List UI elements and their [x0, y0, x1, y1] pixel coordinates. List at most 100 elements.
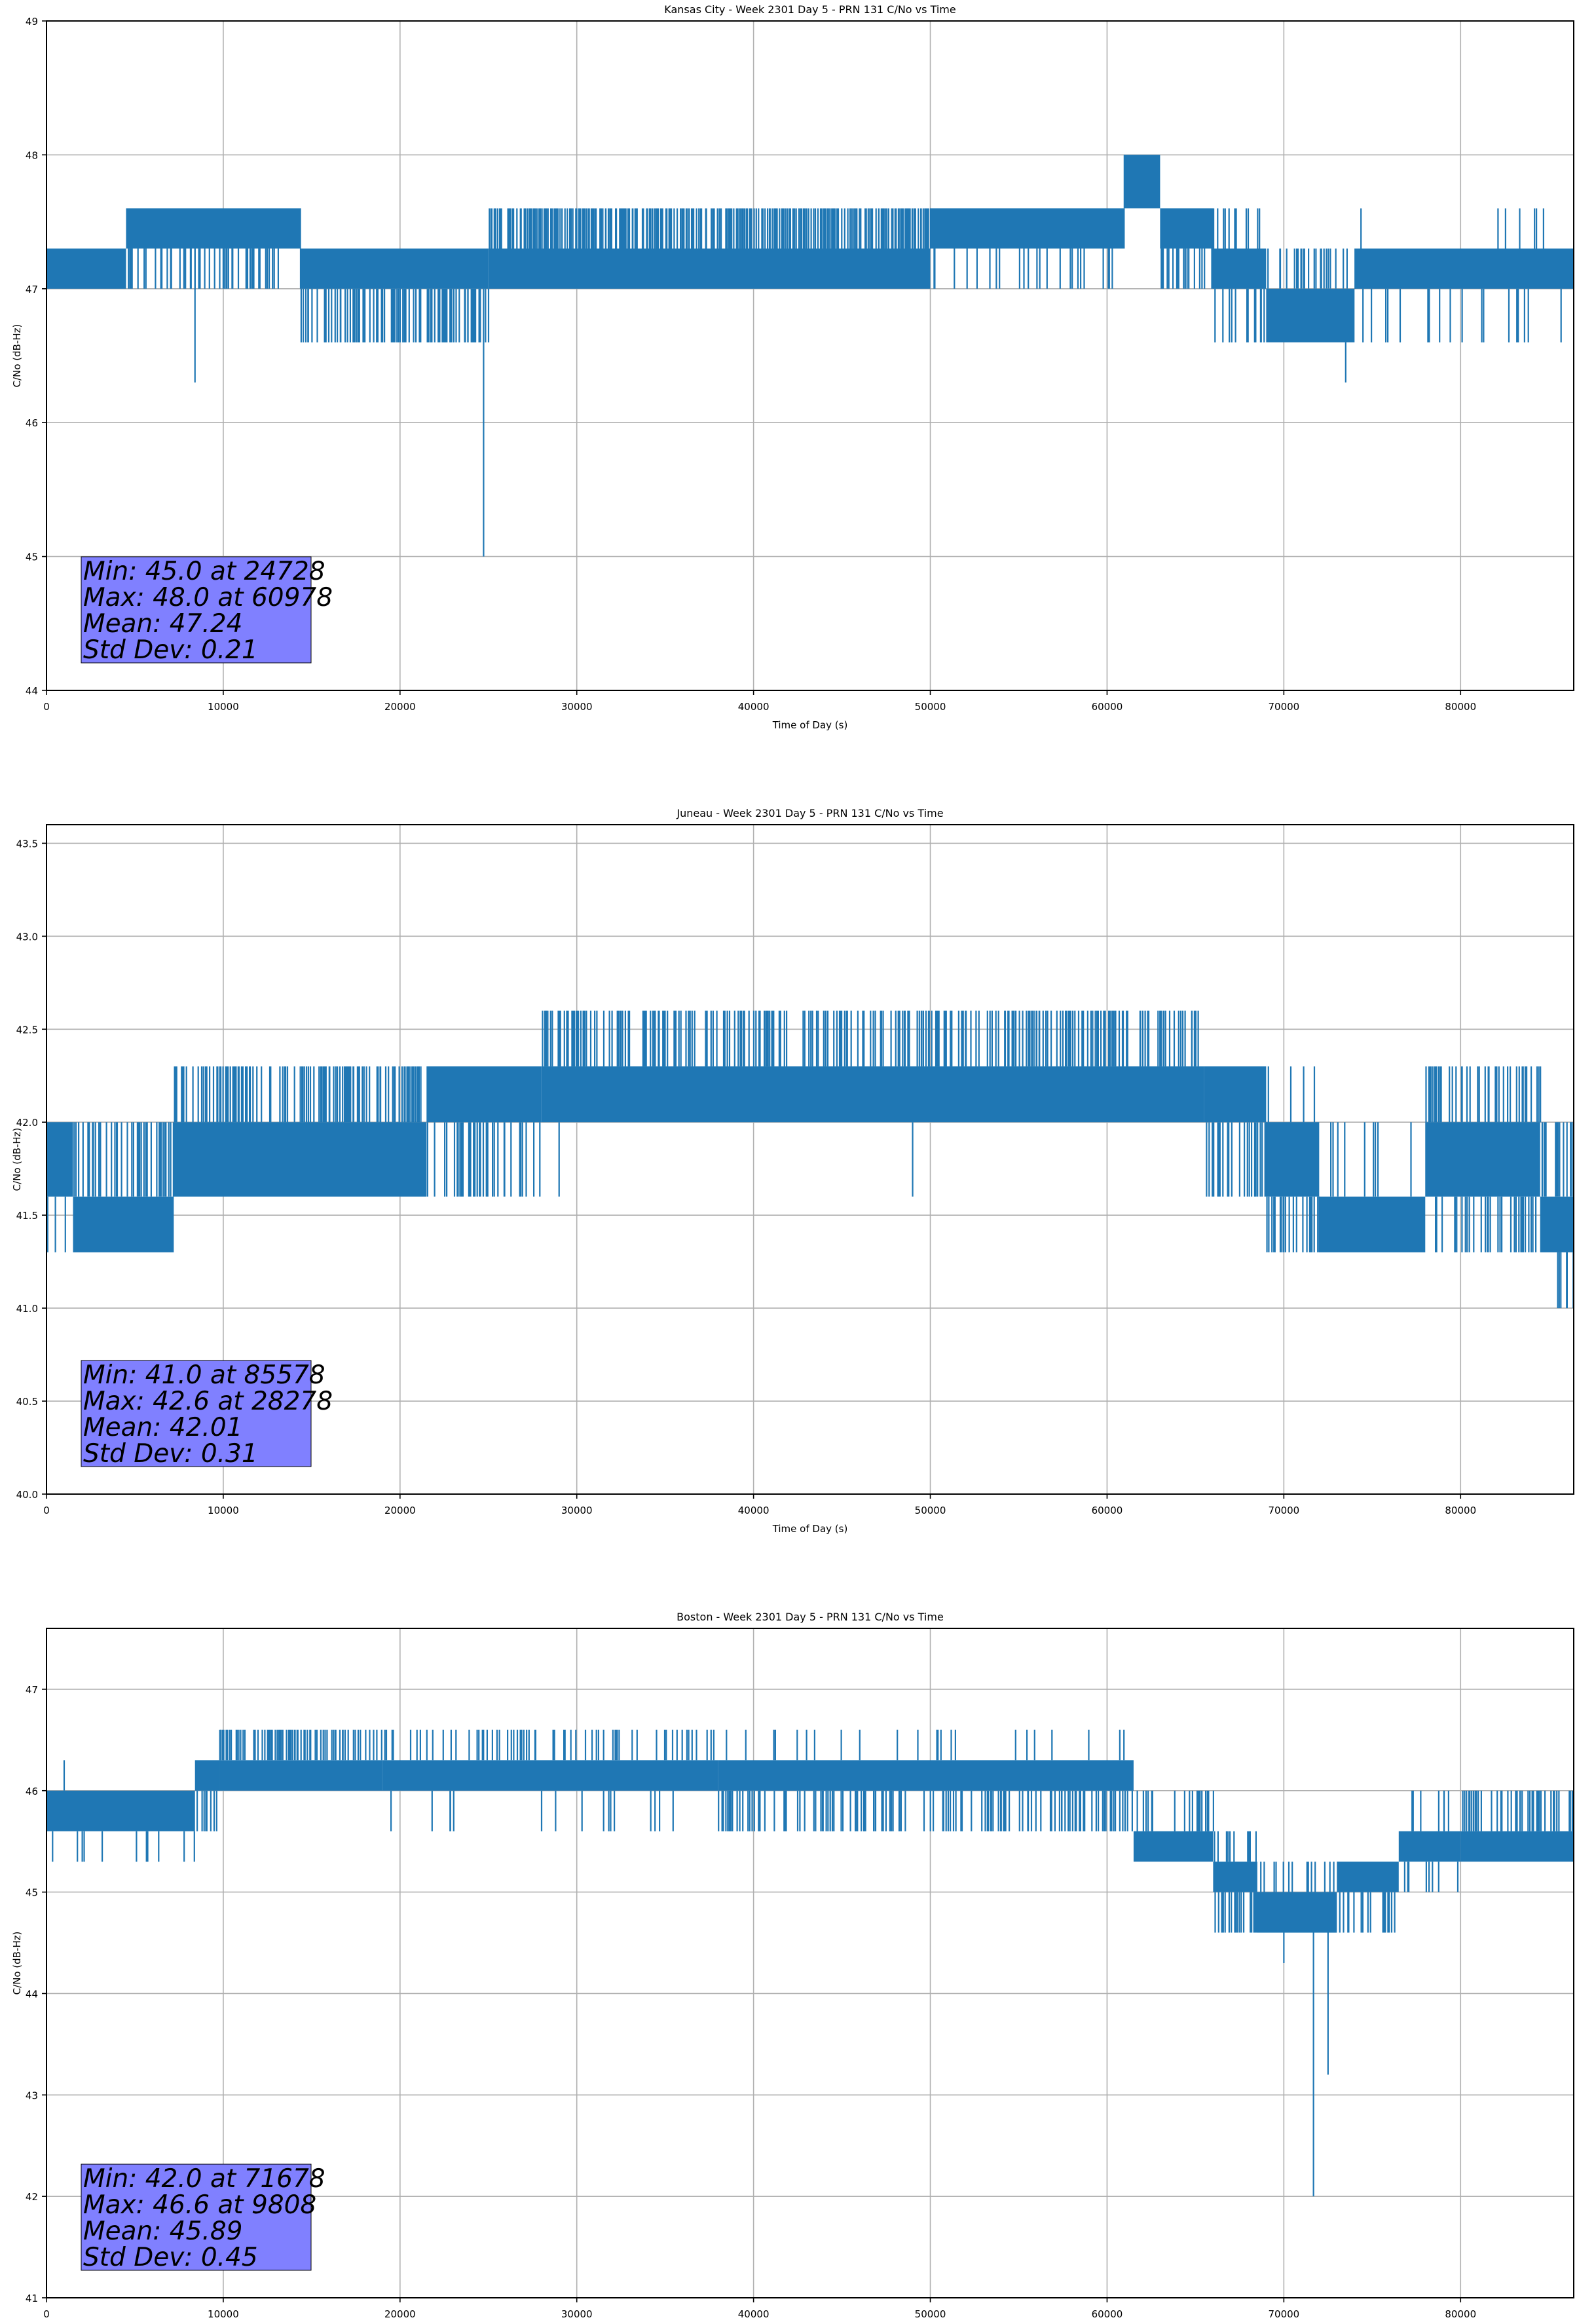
x-tick-label: 30000 [561, 2308, 593, 2320]
x-axis-label: Time of Day (s) [772, 719, 848, 731]
signal-band [1337, 1862, 1399, 1892]
x-tick-label: 60000 [1092, 1505, 1123, 1516]
stats-line: Min: 41.0 at 85578 [83, 1360, 325, 1390]
signal-transitions [1330, 1122, 1412, 1197]
signal-band [46, 248, 126, 289]
signal-transitions [426, 1122, 541, 1197]
x-tick-label: 70000 [1268, 1505, 1299, 1516]
x-tick-label: 10000 [208, 701, 239, 713]
signal-band [1425, 1122, 1540, 1197]
y-tick-label: 44 [26, 685, 38, 697]
y-tick-label: 42.5 [16, 1024, 38, 1036]
signal-band [426, 1066, 542, 1123]
signal-band [174, 1122, 427, 1197]
signal-transitions [1403, 1790, 1459, 1892]
y-tick-label: 44 [26, 1988, 38, 2000]
x-tick-label: 0 [43, 1505, 50, 1516]
signal-band [46, 1790, 195, 1831]
stats-line: Std Dev: 0.31 [83, 1439, 258, 1469]
y-axis-label: C/No (dB-Hz) [11, 1932, 23, 1995]
y-tick-label: 49 [26, 16, 38, 28]
signal-band [1398, 1831, 1461, 1862]
stats-line: Max: 46.6 at 9808 [83, 2190, 316, 2220]
stats-line: Mean: 47.24 [83, 609, 242, 639]
subplot-2: 0 10000 20000 30000 40000 50000 60000 70000 8000… [11, 807, 1574, 1535]
subplot-3: 0 10000 20000 30000 40000 50000 60000 70000 8000… [11, 1611, 1574, 2320]
signal-band [930, 208, 1125, 249]
stats-line: Min: 42.0 at 71678 [83, 2164, 325, 2194]
signal-transitions [174, 1066, 422, 1123]
x-tick-label: 50000 [915, 1505, 946, 1516]
x-tick-label: 40000 [738, 1505, 770, 1516]
signal-band [1213, 1862, 1257, 1892]
stats-line: Max: 42.6 at 28278 [83, 1387, 333, 1416]
x-tick-label: 80000 [1445, 2308, 1476, 2320]
x-tick-label: 50000 [915, 701, 946, 713]
signal-transitions [721, 1729, 1133, 1831]
y-tick-label: 46 [26, 417, 38, 429]
y-tick-label: 47 [26, 1684, 38, 1696]
x-tick-label: 0 [43, 701, 50, 713]
signal-transitions [1206, 1122, 1267, 1197]
signal-band [1204, 1066, 1267, 1123]
signal-band [1160, 208, 1214, 249]
chart-title: Juneau - Week 2301 Day 5 - PRN 131 C/No … [676, 807, 943, 819]
signal-transitions [1160, 248, 1214, 289]
signal-band [718, 1760, 1134, 1791]
signal-band [219, 1760, 382, 1791]
signal-band [46, 1122, 73, 1197]
x-tick-label: 20000 [384, 701, 416, 713]
y-axis-label: C/No (dB-Hz) [11, 1128, 23, 1191]
y-tick-label: 46 [26, 1786, 38, 1797]
signal-transitions [128, 248, 302, 289]
signal-transitions [384, 1729, 720, 1831]
stats-line: Std Dev: 0.21 [83, 635, 258, 665]
stats-line: Mean: 42.01 [83, 1413, 242, 1442]
signal-transitions [1425, 1066, 1542, 1252]
x-tick-label: 40000 [738, 701, 770, 713]
chart-title: Boston - Week 2301 Day 5 - PRN 131 C/No … [677, 1611, 944, 1623]
signal-band [195, 1760, 220, 1791]
signal-transitions [933, 248, 1113, 289]
signal-transitions [1462, 1790, 1574, 1831]
stats-box [81, 1360, 312, 1467]
stats-line: Max: 48.0 at 60978 [83, 583, 333, 612]
x-tick-label: 50000 [915, 2308, 946, 2320]
x-tick-label: 70000 [1268, 701, 1299, 713]
y-tick-label: 42 [26, 2191, 38, 2203]
signal-transitions [1213, 208, 1265, 343]
x-tick-label: 10000 [208, 1505, 239, 1516]
plot-frame [46, 1628, 1574, 2298]
signal-transitions [1267, 248, 1356, 289]
x-tick-label: 20000 [384, 1505, 416, 1516]
y-tick-label: 41 [26, 2293, 38, 2304]
signal-transitions [52, 1831, 195, 1862]
data-series [46, 1729, 1574, 2197]
stats-line: Mean: 45.89 [83, 2217, 242, 2246]
signal-band [541, 1066, 1204, 1123]
stats-box [81, 2164, 312, 2271]
plot-frame [46, 20, 1574, 691]
plot-frame [46, 824, 1574, 1495]
x-tick-label: 0 [43, 2308, 50, 2320]
data-series [46, 1010, 1574, 1309]
signal-transitions [46, 1196, 66, 1252]
signal-transitions [1266, 1066, 1320, 1252]
signal-band [301, 248, 489, 289]
data-series [46, 155, 1574, 557]
y-axis-label: C/No (dB-Hz) [11, 324, 23, 388]
signal-band [1266, 288, 1355, 343]
signal-band [1540, 1196, 1574, 1252]
signal-transitions [1339, 1892, 1396, 1933]
y-tick-label: 40.0 [16, 1489, 38, 1501]
stats-line: Min: 45.0 at 24728 [83, 557, 325, 586]
subplot-1: 0 10000 20000 30000 40000 50000 60000 70000 8000… [11, 3, 1574, 731]
y-tick-label: 45 [26, 1887, 38, 1899]
signal-transitions [1360, 208, 1562, 343]
signal-transitions [542, 1010, 1199, 1067]
signal-transitions [1214, 1831, 1258, 1933]
signal-transitions [73, 1122, 174, 1197]
x-tick-label: 20000 [384, 2308, 416, 2320]
signal-band [382, 1760, 718, 1791]
